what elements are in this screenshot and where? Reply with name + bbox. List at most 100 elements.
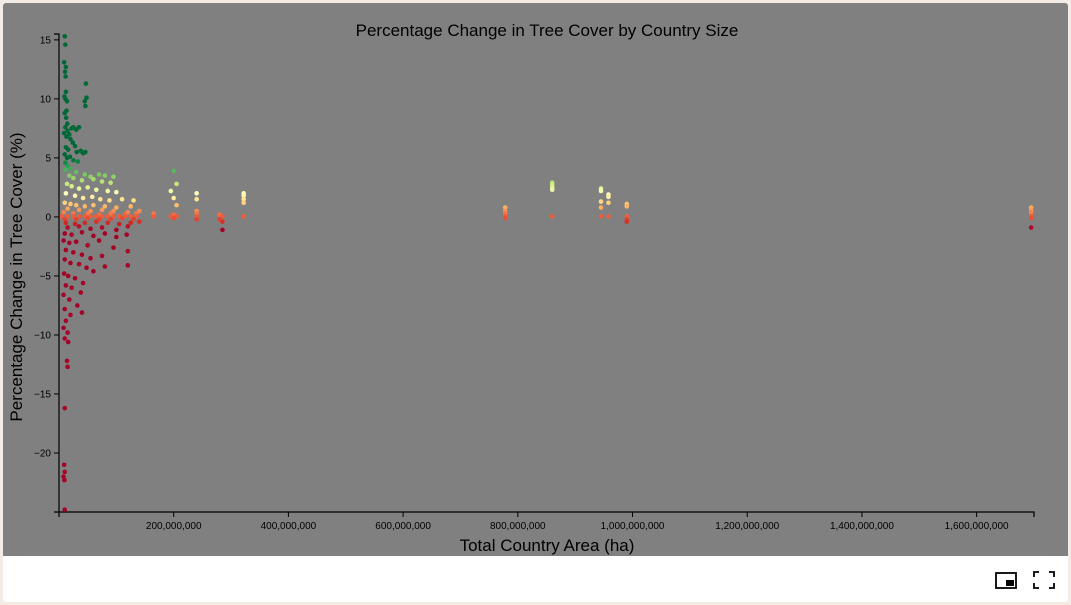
data-point xyxy=(99,207,105,213)
data-point xyxy=(68,312,73,318)
x-tick-label: 1,200,000,000 xyxy=(715,521,779,532)
data-point xyxy=(62,152,68,157)
data-point xyxy=(65,273,71,279)
data-point xyxy=(65,206,70,211)
data-point xyxy=(76,261,82,267)
data-point xyxy=(119,215,125,221)
data-point xyxy=(88,255,93,261)
data-point xyxy=(63,191,69,196)
data-point xyxy=(65,214,70,219)
data-point xyxy=(65,147,71,152)
data-point xyxy=(91,202,96,208)
data-point xyxy=(62,200,68,206)
data-point xyxy=(220,214,225,219)
data-point xyxy=(171,195,177,201)
data-point xyxy=(102,264,108,269)
data-point xyxy=(78,290,84,295)
data-point xyxy=(96,172,102,177)
data-point xyxy=(84,265,89,270)
picture-in-picture-icon[interactable] xyxy=(993,568,1019,592)
plot-background xyxy=(3,3,1068,556)
data-point xyxy=(111,214,116,219)
data-point xyxy=(61,462,67,468)
x-tick-label: 800,000,000 xyxy=(490,521,546,532)
data-point xyxy=(99,179,105,184)
data-point xyxy=(134,214,139,219)
chart-container: Percentage Change in Tree Cover by Count… xyxy=(3,3,1068,602)
data-point xyxy=(67,240,72,246)
data-point xyxy=(624,204,630,209)
y-tick-label: 0 xyxy=(45,212,51,223)
data-point xyxy=(174,181,179,187)
data-point xyxy=(79,178,85,183)
data-point xyxy=(82,98,88,104)
data-point xyxy=(63,247,69,253)
data-point xyxy=(108,211,113,216)
y-tick-label: −15 xyxy=(34,389,51,400)
scatter-chart: Percentage Change in Tree Cover by Count… xyxy=(7,21,1035,555)
data-point xyxy=(105,188,111,194)
data-point xyxy=(65,339,71,345)
data-point xyxy=(72,143,78,149)
data-point xyxy=(241,200,246,206)
data-point xyxy=(62,405,68,411)
data-point xyxy=(64,181,70,187)
y-tick-label: 15 xyxy=(40,35,52,46)
data-point xyxy=(131,216,136,222)
data-point xyxy=(171,215,177,221)
data-point xyxy=(83,81,89,86)
chart-title: Percentage Change in Tree Cover by Count… xyxy=(356,21,739,40)
data-point xyxy=(194,191,199,196)
data-point xyxy=(85,242,90,248)
data-point xyxy=(68,201,73,207)
data-point xyxy=(125,263,131,268)
data-point xyxy=(598,199,604,204)
data-point xyxy=(136,219,142,224)
y-tick-label: −10 xyxy=(34,330,51,341)
data-point xyxy=(128,204,133,209)
data-point xyxy=(83,103,88,109)
data-point xyxy=(68,136,73,142)
data-point xyxy=(102,231,108,236)
fullscreen-icon[interactable] xyxy=(1031,568,1057,592)
data-point xyxy=(65,330,70,335)
data-point xyxy=(111,174,116,180)
data-point xyxy=(63,42,68,47)
data-point xyxy=(88,226,93,232)
data-point xyxy=(606,200,611,206)
data-point xyxy=(91,268,96,274)
data-point xyxy=(80,195,86,201)
data-point xyxy=(85,185,90,190)
data-point xyxy=(241,214,246,219)
y-axis-line xyxy=(54,33,60,513)
data-point xyxy=(93,219,99,224)
data-point xyxy=(64,358,70,364)
data-point xyxy=(75,303,80,308)
data-point xyxy=(102,173,108,178)
data-point xyxy=(62,216,68,222)
data-point xyxy=(67,154,73,160)
data-point xyxy=(68,260,73,266)
data-point xyxy=(549,187,555,193)
data-point xyxy=(61,271,67,276)
data-point xyxy=(99,225,105,230)
data-point xyxy=(128,214,133,219)
data-point xyxy=(62,231,68,236)
data-point xyxy=(67,297,72,302)
data-point xyxy=(79,229,85,235)
data-point xyxy=(84,95,89,101)
data-point xyxy=(62,34,68,39)
data-point xyxy=(89,194,95,200)
data-point xyxy=(73,202,79,208)
data-point xyxy=(99,214,105,219)
toolbar xyxy=(3,556,1068,602)
data-point xyxy=(241,193,246,198)
data-point xyxy=(63,167,69,173)
data-point xyxy=(220,227,225,233)
y-tick-label: −20 xyxy=(34,448,51,459)
data-point xyxy=(69,183,74,189)
data-point xyxy=(61,60,67,65)
data-point xyxy=(598,205,604,210)
data-point xyxy=(63,89,69,95)
data-point xyxy=(102,204,108,209)
